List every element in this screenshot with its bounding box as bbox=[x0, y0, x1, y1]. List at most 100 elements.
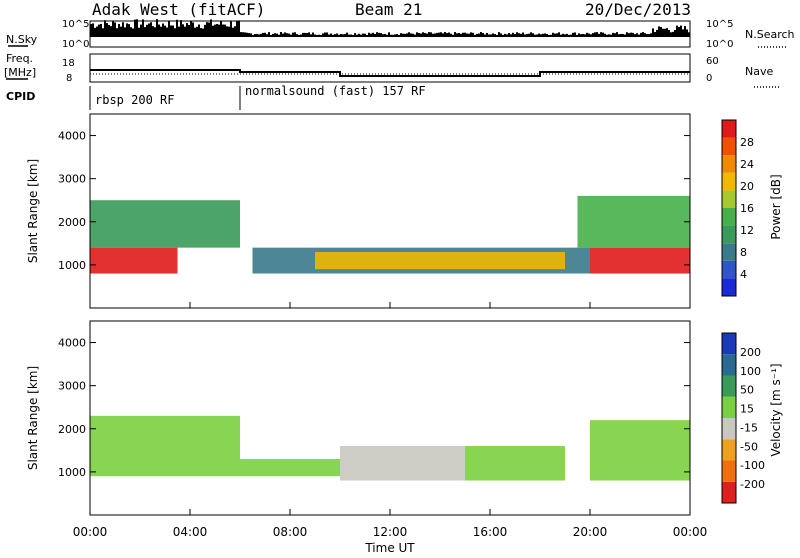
nsky-bar bbox=[568, 34, 570, 37]
nsky-bar bbox=[622, 34, 624, 37]
nsky-bar bbox=[270, 34, 272, 37]
nsky-bar bbox=[562, 33, 564, 37]
nsky-bar bbox=[438, 32, 440, 37]
nsky-bar bbox=[384, 33, 386, 37]
nsky-bar bbox=[196, 26, 198, 37]
heat-region bbox=[315, 251, 565, 270]
y-tick-label: 4000 bbox=[58, 130, 86, 143]
nsky-bar bbox=[640, 32, 642, 37]
nsky-bar bbox=[102, 28, 104, 37]
nsky-bar bbox=[218, 24, 220, 37]
freq-label: Freq. bbox=[6, 52, 33, 65]
nsky-bar bbox=[596, 32, 598, 37]
nsky-bar bbox=[242, 32, 244, 37]
nsky-bar bbox=[184, 26, 186, 37]
nsky-bar bbox=[552, 32, 554, 37]
nsky-bar bbox=[248, 33, 250, 37]
nsky-bar bbox=[394, 34, 396, 37]
colorbar-segment bbox=[722, 137, 736, 156]
nsky-bar bbox=[634, 34, 636, 37]
nsky-bar bbox=[460, 33, 462, 37]
colorbar-frame bbox=[721, 119, 737, 297]
nsky-bar bbox=[100, 23, 102, 37]
nsky-bar bbox=[208, 22, 210, 37]
nsky-bar bbox=[418, 33, 420, 37]
nsky-bar bbox=[608, 34, 610, 37]
nsky-bar bbox=[604, 33, 606, 37]
heat-region bbox=[90, 200, 240, 248]
nsky-bar bbox=[260, 33, 262, 37]
nsky-bar bbox=[678, 26, 680, 37]
nsky-bar bbox=[310, 34, 312, 37]
nsky-bar bbox=[300, 34, 302, 37]
nsky-bar bbox=[94, 27, 96, 37]
x-tick-label: 12:00 bbox=[373, 525, 408, 539]
nsky-bar bbox=[210, 19, 212, 37]
colorbar-tick-label: -100 bbox=[740, 459, 765, 472]
nsky-bar bbox=[346, 32, 348, 37]
nsky-bar bbox=[246, 32, 248, 37]
nsky-bar bbox=[362, 33, 364, 37]
nsky-bar bbox=[192, 22, 194, 37]
nsky-bar bbox=[282, 33, 284, 37]
nsky-bar bbox=[416, 32, 418, 37]
nsky-bar bbox=[222, 24, 224, 37]
nsky-bar bbox=[274, 33, 276, 37]
nsky-bar bbox=[502, 34, 504, 37]
nsky-bar bbox=[402, 33, 404, 37]
nsky-bar bbox=[638, 34, 640, 37]
nsky-bar bbox=[670, 32, 672, 37]
power-y-label: Slant Range [km] bbox=[26, 159, 40, 263]
x-tick-label: 16:00 bbox=[473, 525, 508, 539]
nsky-bar bbox=[600, 32, 602, 37]
nsky-bar bbox=[272, 33, 274, 37]
nsky-bar bbox=[104, 20, 106, 37]
power-colorbar: 28 24 20 16 12 8 4 bbox=[721, 119, 754, 297]
nsky-bar bbox=[162, 23, 164, 37]
nsky-bar bbox=[492, 33, 494, 37]
nsky-bar bbox=[380, 33, 382, 37]
nsky-bar bbox=[172, 25, 174, 37]
nsky-bar bbox=[374, 33, 376, 37]
nsky-bar bbox=[228, 26, 230, 37]
nsky-bar bbox=[378, 32, 380, 37]
nsky-bar bbox=[132, 28, 134, 37]
nsky-bar bbox=[646, 33, 648, 37]
nsky-bar bbox=[414, 34, 416, 37]
nsky-bar bbox=[92, 23, 94, 37]
nsky-bar bbox=[302, 32, 304, 37]
x-tick-label: 08:00 bbox=[273, 525, 308, 539]
nsky-bar bbox=[660, 27, 662, 37]
nsky-bar bbox=[602, 32, 604, 37]
nsky-bar bbox=[390, 34, 392, 37]
nsky-bar bbox=[148, 23, 150, 37]
colorbar-segment bbox=[722, 208, 736, 226]
nsky-bar bbox=[656, 29, 658, 37]
y-tick-label: 2000 bbox=[58, 423, 86, 436]
nsky-bar bbox=[500, 33, 502, 37]
power-y-axis: 1000 2000 3000 4000 bbox=[58, 130, 690, 272]
nsky-bar bbox=[330, 33, 332, 37]
nsky-bar bbox=[160, 26, 162, 37]
nsky-bar bbox=[204, 24, 206, 37]
nsky-bar bbox=[668, 29, 670, 37]
nsky-bar bbox=[352, 34, 354, 37]
nsky-bar bbox=[238, 20, 240, 37]
nsky-bar bbox=[626, 32, 628, 37]
colorbar-tick-label: 12 bbox=[740, 224, 754, 237]
colorbar-segment bbox=[722, 243, 736, 261]
nsky-bar bbox=[224, 24, 226, 37]
velocity-colorbar-label: Velocity [m s⁻¹] bbox=[769, 363, 783, 456]
nsky-bar bbox=[212, 25, 214, 37]
nsky-bar bbox=[140, 24, 142, 37]
nsky-bar bbox=[490, 34, 492, 37]
nsky-bar bbox=[292, 32, 294, 37]
y-tick-label: 3000 bbox=[58, 173, 86, 186]
nsky-bar bbox=[112, 21, 114, 37]
nsky-bar bbox=[606, 34, 608, 37]
nsky-bar bbox=[650, 33, 652, 37]
nsky-bar bbox=[314, 34, 316, 37]
velocity-y-axis: 1000 2000 3000 4000 bbox=[58, 337, 690, 479]
nsky-tick-top: 10^5 bbox=[62, 19, 89, 30]
